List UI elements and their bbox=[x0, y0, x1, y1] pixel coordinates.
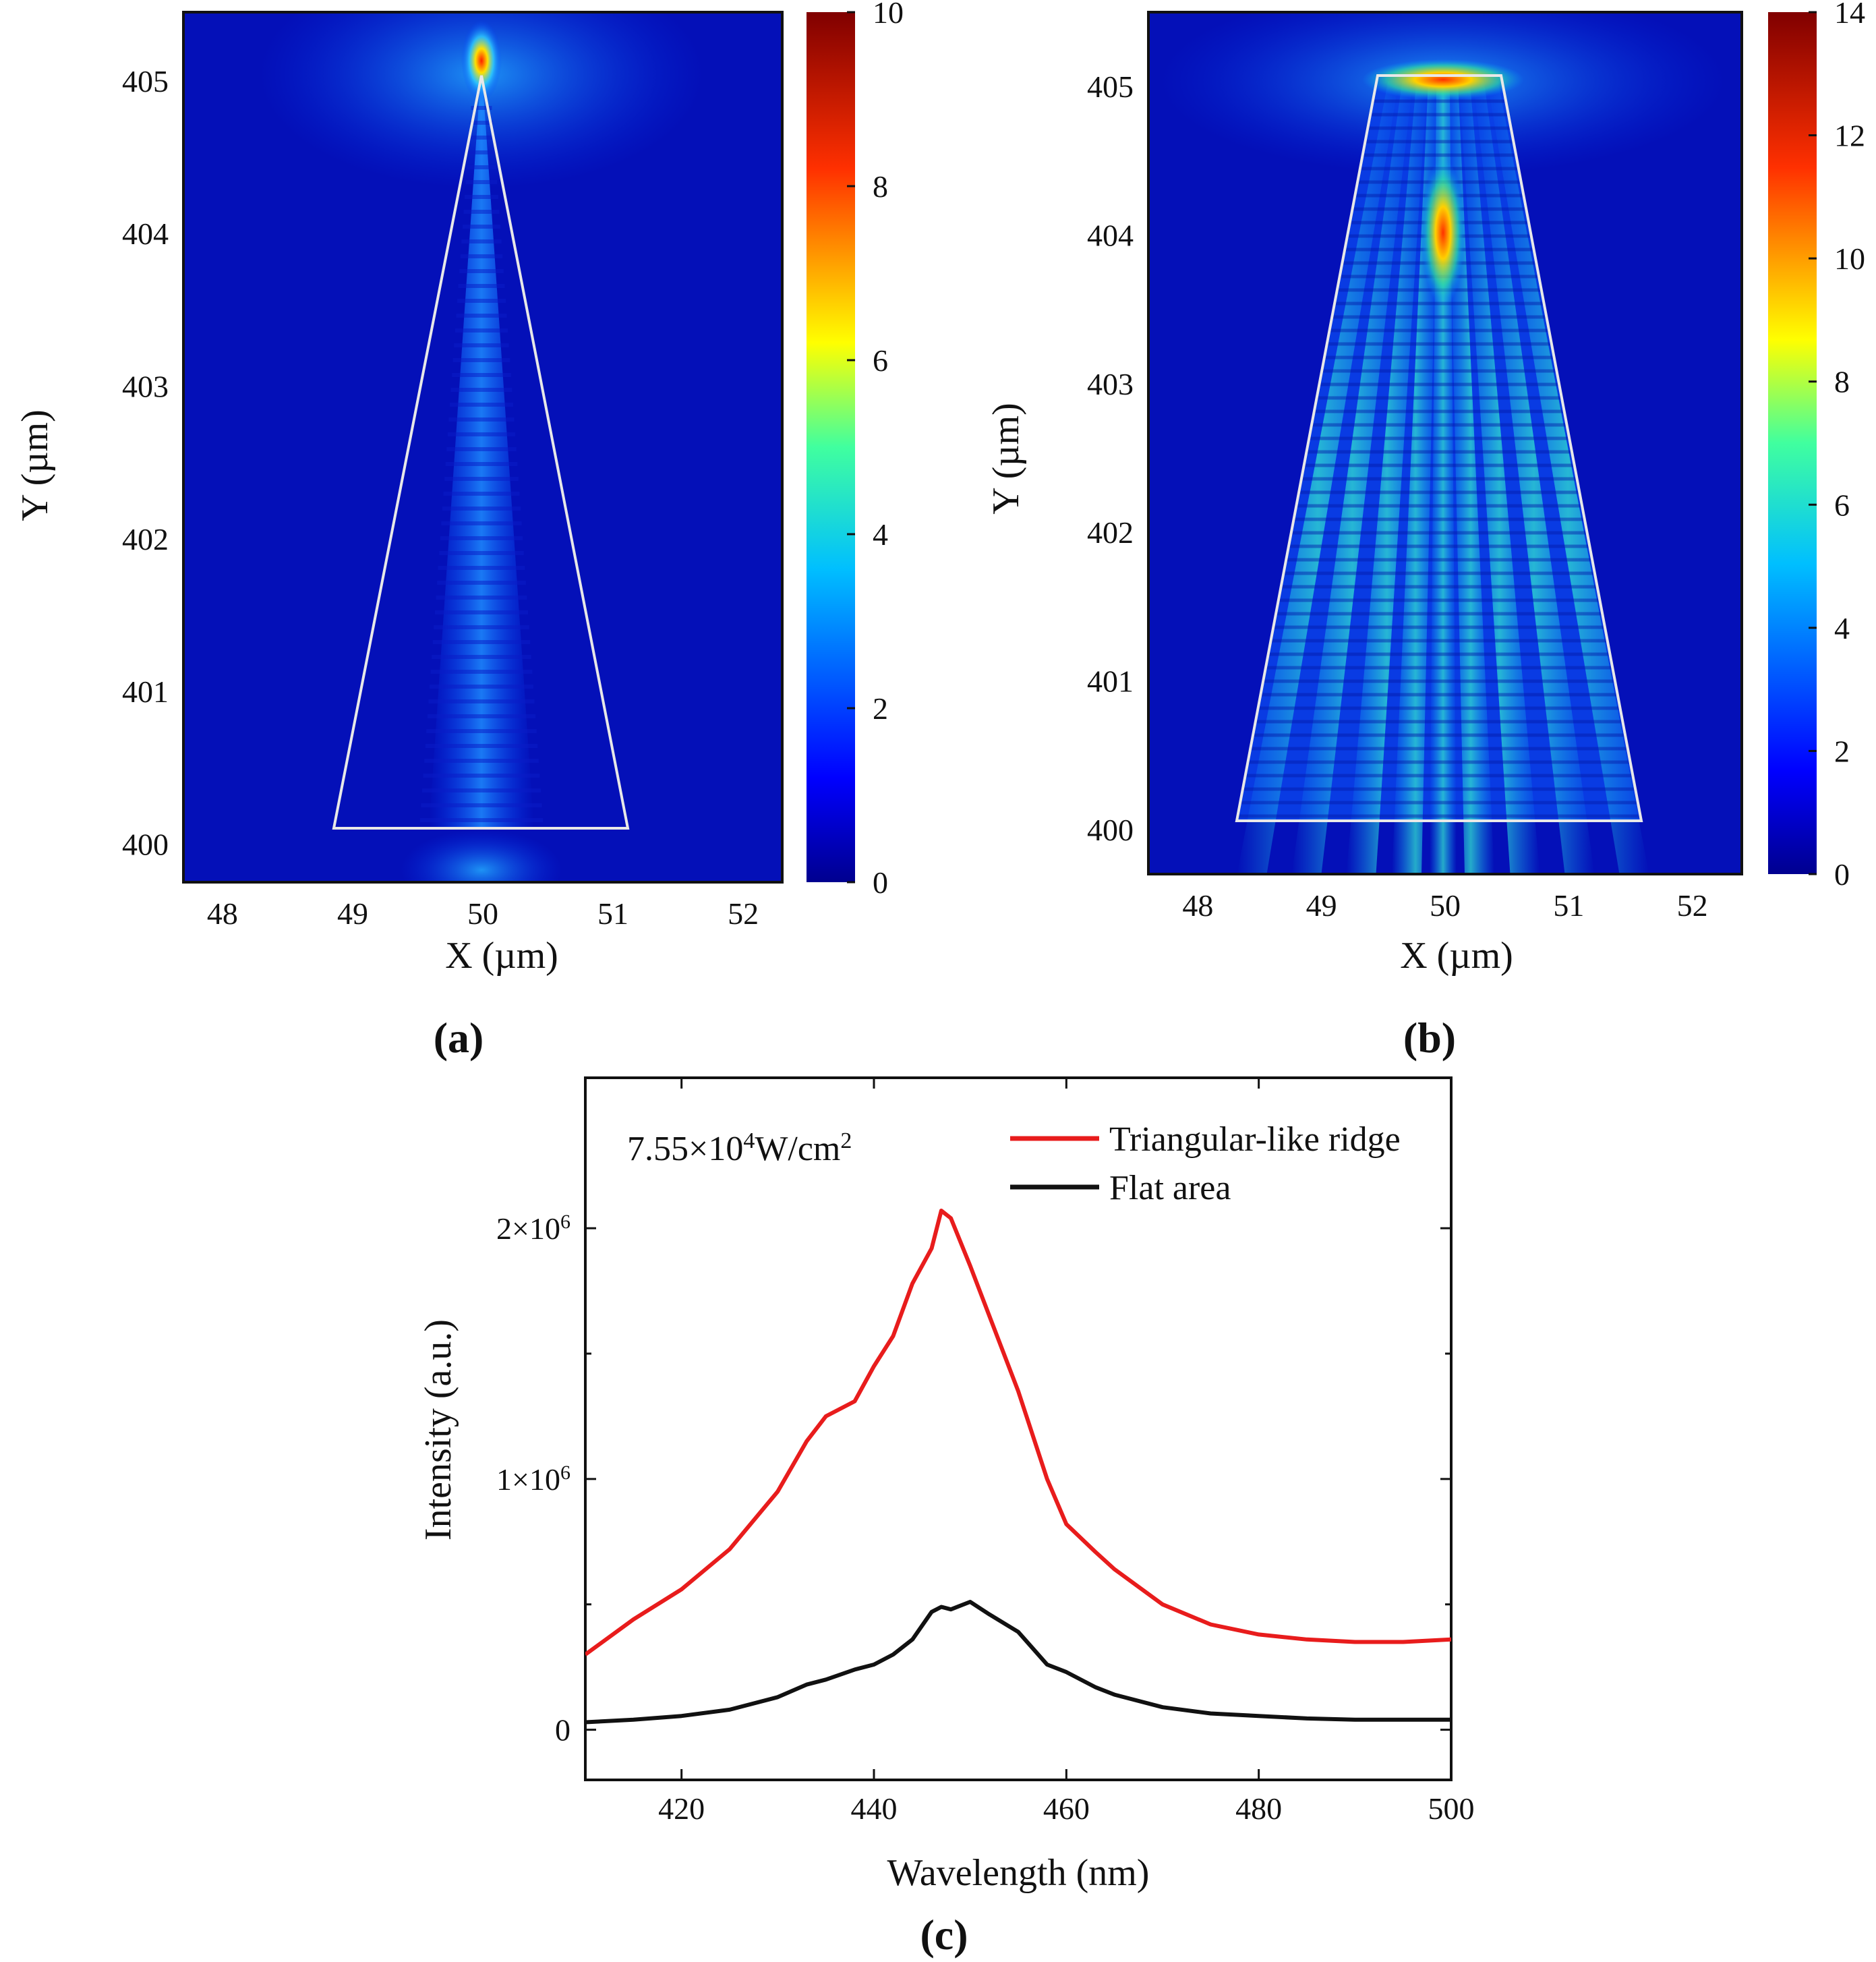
x-tick-label-0: 420 bbox=[658, 1791, 705, 1826]
heatmap-b-x-tick-4: 52 bbox=[1677, 888, 1708, 923]
y-tick-label-0: 0 bbox=[555, 1713, 570, 1748]
streak-b bbox=[1459, 81, 1540, 874]
colorbar-b-ticks: 0 2 4 6 8 10 12 14 bbox=[1809, 0, 1865, 892]
panel-c-label: (c) bbox=[920, 1911, 968, 1959]
colorbar-b-tick-7: 14 bbox=[1834, 0, 1865, 30]
heatmap-a-x-tick-4: 52 bbox=[728, 896, 759, 931]
heatmap-b-y-tick-1: 401 bbox=[1087, 664, 1134, 699]
heatmap-b-x-tick-2: 50 bbox=[1430, 888, 1461, 923]
x-tick-label-2: 460 bbox=[1043, 1791, 1090, 1826]
streak-b bbox=[1237, 81, 1399, 874]
heatmap-b-hotspot-center bbox=[1421, 158, 1465, 307]
colorbar-a-tick-2: 4 bbox=[873, 517, 888, 552]
heatmap-b-xlabel: X (µm) bbox=[1400, 935, 1513, 977]
heatmap-b-structure-outline bbox=[1235, 74, 1643, 822]
legend-label-flat-area: Flat area bbox=[1109, 1169, 1231, 1207]
colorbar-b-tick-1: 2 bbox=[1834, 734, 1850, 768]
line-plot-ylabel: Intensity (a.u.) bbox=[417, 1319, 459, 1540]
panel-b-label: (b) bbox=[1403, 1014, 1456, 1062]
panel-c: 420 440 460 480 500 0 1×106 2×106 7.55×104W/cm2… bbox=[417, 1076, 1475, 1959]
colorbar-b-tick-6: 12 bbox=[1834, 119, 1865, 153]
heatmap-b bbox=[1148, 12, 1742, 874]
colorbar-a-tick-0: 0 bbox=[873, 865, 888, 900]
heatmap-a bbox=[183, 12, 782, 882]
panel-a: 0 2 4 6 8 10 48 49 50 51 52 400 401 402 403 404 405 X (… bbox=[14, 0, 904, 1062]
heatmap-a-x-tick-0: 48 bbox=[207, 896, 238, 931]
heatmap-a-beam bbox=[429, 64, 534, 830]
heatmap-b-axes: 48 49 50 51 52 400 401 402 403 404 405 bbox=[1087, 69, 1708, 923]
heatmap-a-bottom-glow bbox=[401, 830, 562, 882]
colorbar-a-tick-4: 8 bbox=[873, 169, 888, 204]
heatmap-a-y-tick-3: 403 bbox=[122, 369, 169, 403]
heatmap-a-xlabel: X (µm) bbox=[445, 935, 558, 977]
heatmap-a-x-tick-3: 51 bbox=[597, 896, 628, 931]
power-density-annotation: 7.55×104W/cm2 bbox=[627, 1128, 852, 1169]
heatmap-a-ylabel: Y (µm) bbox=[14, 409, 56, 521]
panel-a-label: (a) bbox=[434, 1014, 484, 1062]
heatmap-a-hotspot bbox=[461, 20, 502, 101]
y-tick-label-1: 1×106 bbox=[496, 1461, 570, 1497]
heatmap-a-frame bbox=[182, 11, 784, 884]
colorbar-b-tick-0: 0 bbox=[1834, 857, 1850, 892]
colorbar-b-tick-2: 4 bbox=[1834, 611, 1850, 645]
heatmap-b-x-tick-3: 51 bbox=[1553, 888, 1584, 923]
colorbar-a-tick-3: 6 bbox=[873, 343, 888, 378]
colorbar-b-tick-3: 6 bbox=[1834, 488, 1850, 522]
heatmap-a-y-tick-2: 402 bbox=[122, 522, 169, 556]
heatmap-b-hotspot-top bbox=[1362, 59, 1524, 100]
heatmap-b-y-tick-2: 402 bbox=[1087, 515, 1134, 550]
series-line-triangular-ridge bbox=[585, 1209, 1451, 1656]
heatmap-b-x-tick-1: 49 bbox=[1306, 888, 1337, 923]
x-tick-label-3: 480 bbox=[1235, 1791, 1282, 1826]
legend-label-triangular-ridge: Triangular-like ridge bbox=[1109, 1120, 1401, 1159]
heatmap-a-structure-outline bbox=[332, 75, 630, 830]
streak-b bbox=[1487, 81, 1649, 874]
heatmap-b-streaks bbox=[1237, 81, 1649, 874]
heatmap-b-x-tick-0: 48 bbox=[1182, 888, 1213, 923]
line-plot-ticks: 420 440 460 480 500 0 1×106 2×106 bbox=[496, 1078, 1475, 1826]
y-tick-label-2: 2×106 bbox=[496, 1211, 570, 1246]
streak-b bbox=[1346, 81, 1428, 874]
line-plot-frame bbox=[584, 1076, 1453, 1781]
colorbar-a bbox=[807, 12, 855, 882]
heatmap-b-ylabel: Y (µm) bbox=[985, 403, 1027, 514]
heatmap-a-x-tick-2: 50 bbox=[467, 896, 498, 931]
panel-b: 0 2 4 6 8 10 12 14 48 49 50 51 52 400 401 402 403 404 405… bbox=[985, 0, 1865, 1062]
heatmap-b-y-tick-3: 403 bbox=[1087, 367, 1134, 401]
heatmap-b-y-tick-5: 405 bbox=[1087, 69, 1134, 104]
heatmap-b-frame bbox=[1147, 11, 1743, 875]
heatmap-a-y-tick-1: 401 bbox=[122, 674, 169, 709]
x-tick-label-4: 500 bbox=[1428, 1791, 1475, 1826]
x-tick-label-1: 440 bbox=[851, 1791, 898, 1826]
streak-b bbox=[1291, 81, 1413, 874]
colorbar-a-ticks: 0 2 4 6 8 10 bbox=[847, 0, 904, 900]
heatmap-a-x-tick-1: 49 bbox=[337, 896, 368, 931]
line-plot-xlabel: Wavelength (nm) bbox=[887, 1852, 1150, 1894]
heatmap-b-y-tick-0: 400 bbox=[1087, 813, 1134, 847]
heatmap-a-axes: 48 49 50 51 52 400 401 402 403 404 405 bbox=[122, 64, 759, 931]
heatmap-a-y-tick-4: 404 bbox=[122, 217, 169, 251]
colorbar-b-tick-4: 8 bbox=[1834, 365, 1850, 399]
colorbar-b bbox=[1768, 12, 1817, 874]
heatmap-a-fringes bbox=[419, 106, 544, 822]
series-line-flat-area bbox=[585, 1600, 1451, 1725]
heatmap-a-y-tick-5: 405 bbox=[122, 64, 169, 98]
streak-b bbox=[1473, 81, 1595, 874]
legend: Triangular-like ridge Flat area bbox=[1010, 1120, 1401, 1207]
colorbar-a-tick-5: 10 bbox=[873, 0, 904, 30]
heatmap-a-y-tick-0: 400 bbox=[122, 827, 169, 861]
colorbar-a-tick-1: 2 bbox=[873, 691, 888, 726]
heatmap-b-y-tick-4: 404 bbox=[1087, 219, 1134, 253]
colorbar-b-tick-5: 10 bbox=[1834, 241, 1865, 276]
